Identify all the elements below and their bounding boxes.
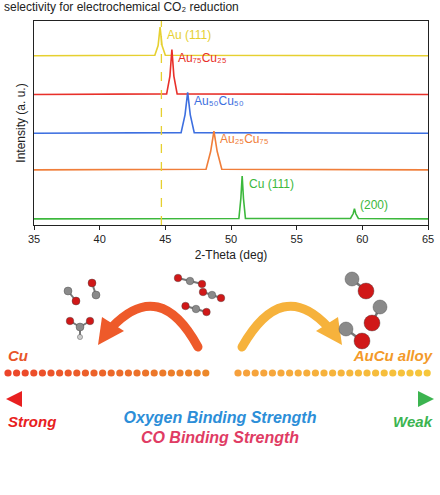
svg-text:Intensity (a. u.): Intensity (a. u.) [14,83,28,162]
svg-text:40: 40 [94,233,106,245]
svg-text:55: 55 [291,233,303,245]
svg-text:65: 65 [422,233,434,245]
svg-text:50: 50 [225,233,237,245]
svg-text:Au₂₅Cu₇₅: Au₂₅Cu₇₅ [220,132,269,146]
svg-text:Au (111): Au (111) [167,28,211,42]
svg-text:Strong: Strong [8,413,56,430]
svg-text:Cu (111): Cu (111) [249,177,294,191]
svg-text:Au₅₀Cu₅₀: Au₅₀Cu₅₀ [194,94,244,108]
svg-text:Weak: Weak [393,413,433,430]
svg-text:(200): (200) [360,198,388,212]
svg-text:AuCu alloy: AuCu alloy [353,347,433,364]
svg-text:Oxygen Binding Strength: Oxygen Binding Strength [124,409,317,426]
svg-text:CO Binding Strength: CO Binding Strength [141,429,299,446]
svg-text:60: 60 [356,233,368,245]
svg-text:2-Theta (deg): 2-Theta (deg) [195,248,268,262]
svg-text:35: 35 [28,233,40,245]
svg-text:Cu: Cu [8,347,28,364]
html-text:selectivity for electrochemica: selectivity for electrochemical CO₂ redu… [4,0,239,14]
svg-text:45: 45 [159,233,171,245]
svg-text:Au₇₅Cu₂₅: Au₇₅Cu₂₅ [178,51,227,65]
